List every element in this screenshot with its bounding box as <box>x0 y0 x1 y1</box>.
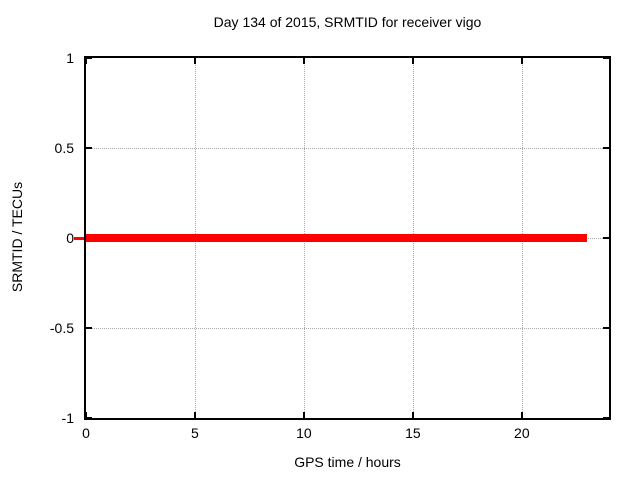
y-tick-label: 0 <box>66 230 74 246</box>
x-axis-label: GPS time / hours <box>294 454 401 470</box>
plot-area <box>74 56 611 420</box>
y-tick-label: 1 <box>66 50 74 66</box>
y-axis-label: SRMTID / TECUs <box>9 181 25 293</box>
series-line-left-overhang <box>74 236 84 240</box>
y-tick-mark-right <box>603 147 609 149</box>
y-tick-label: -0.5 <box>49 320 74 336</box>
x-tick-mark-bottom <box>193 412 196 418</box>
y-tick-mark-left <box>86 327 92 329</box>
chart-title: Day 134 of 2015, SRMTID for receiver vig… <box>213 14 482 30</box>
series-line-srmtid <box>86 234 588 242</box>
y-gridline <box>86 328 609 329</box>
x-tick-mark-top <box>85 58 87 64</box>
y-tick-mark-right <box>603 417 609 419</box>
y-tick-mark-right <box>603 237 609 239</box>
x-tick-mark-bottom <box>520 412 523 418</box>
y-tick-mark-left <box>86 417 92 419</box>
x-tick-mark-top <box>302 58 305 64</box>
x-tick-label: 15 <box>405 425 421 441</box>
x-tick-label: 20 <box>514 425 530 441</box>
x-tick-mark-bottom <box>85 412 87 418</box>
y-tick-mark-left <box>86 57 92 59</box>
x-tick-mark-top <box>411 58 414 64</box>
y-tick-mark-right <box>603 57 609 59</box>
x-tick-mark-bottom <box>302 412 305 418</box>
x-tick-mark-top <box>520 58 523 64</box>
x-tick-label: 5 <box>191 425 199 441</box>
x-tick-label: 10 <box>296 425 312 441</box>
x-tick-mark-top <box>193 58 196 64</box>
y-tick-label: 0.5 <box>54 140 74 156</box>
y-tick-mark-left <box>86 147 92 149</box>
y-tick-mark-right <box>603 327 609 329</box>
x-tick-mark-bottom <box>411 412 414 418</box>
x-tick-label: 0 <box>82 425 90 441</box>
y-tick-label: -1 <box>61 410 74 426</box>
y-gridline <box>86 148 609 149</box>
